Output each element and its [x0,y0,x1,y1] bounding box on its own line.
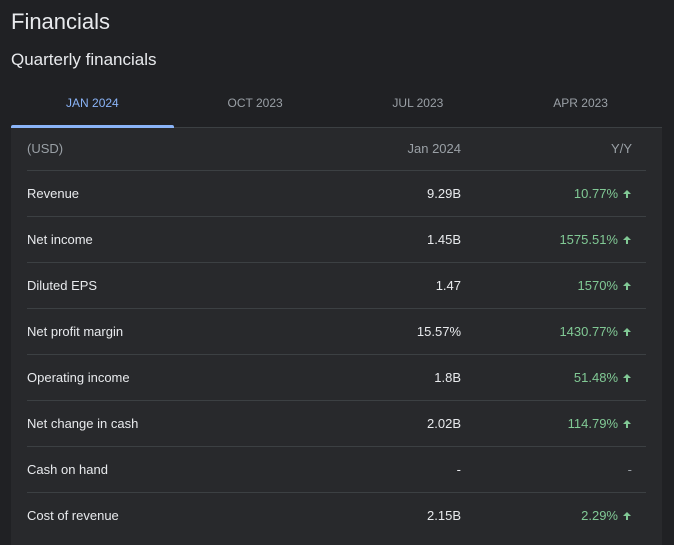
tab-jan-2024[interactable]: JAN 2024 [11,84,174,128]
table-row: Revenue 9.29B 10.77% [27,171,646,217]
row-label: Net change in cash [27,416,139,431]
arrow-up-icon [622,373,632,383]
table-row: Operating income 1.8B 51.48% [27,355,646,401]
arrow-up-icon [622,419,632,429]
table-row: Net income 1.45B 1575.51% [27,217,646,263]
column-header-yy: Y/Y [611,141,632,156]
row-label: Net profit margin [27,324,124,339]
row-value: 1.45B [427,232,461,247]
yy-change-text: 114.79% [567,416,618,431]
arrow-up-icon [622,281,632,291]
row-label: Cost of revenue [27,508,119,523]
yy-change-text: - [627,462,632,477]
column-header-period: Jan 2024 [407,141,462,156]
yy-change-text: 1570% [577,278,618,293]
section-subtitle: Quarterly financials [11,50,157,69]
row-yy-change: - [628,447,632,492]
arrow-up-icon [622,511,632,521]
arrow-up-icon [622,327,632,337]
yy-change-text: 2.29% [581,508,618,523]
row-value: - [456,462,461,477]
tab-apr-2023[interactable]: APR 2023 [553,96,608,110]
row-value: 1.47 [435,278,461,293]
table-row: Cost of revenue 2.15B 2.29% [27,493,646,538]
row-label: Net income [27,232,93,247]
row-yy-change: 114.79% [568,401,632,446]
table-row: Net change in cash 2.02B 114.79% [27,401,646,447]
arrow-up-icon [622,189,632,199]
row-yy-change: 51.48% [574,355,632,400]
row-label: Cash on hand [27,462,108,477]
table-row: Net profit margin 15.57% 1430.77% [27,309,646,355]
yy-change-text: 1430.77% [559,324,618,339]
row-label: Diluted EPS [27,278,98,293]
period-tabs: JAN 2024 OCT 2023 JUL 2023 APR 2023 [11,84,662,128]
row-label: Operating income [27,370,130,385]
yy-change-text: 10.77% [573,186,618,201]
column-header-currency: (USD) [27,141,64,156]
row-yy-change: 1430.77% [559,309,632,354]
row-value: 15.57% [416,324,461,339]
yy-change-text: 1575.51% [559,232,618,247]
tab-oct-2023[interactable]: OCT 2023 [227,96,283,110]
table-row: Cash on hand - - [27,447,646,493]
row-yy-change: 1575.51% [559,217,632,262]
row-label: Revenue [27,186,80,201]
table-row: Diluted EPS 1.47 1570% [27,263,646,309]
arrow-up-icon [622,235,632,245]
row-yy-change: 10.77% [574,171,632,216]
tab-jul-2023[interactable]: JUL 2023 [392,96,444,110]
page-title: Financials [11,9,111,34]
row-value: 9.29B [427,186,461,201]
financials-table: (USD) Jan 2024 Y/Y Revenue 9.29B 10.77% … [11,128,662,545]
row-yy-change: 1570% [578,263,632,308]
row-value: 1.8B [434,370,461,385]
table-header-row: (USD) Jan 2024 Y/Y [27,128,646,171]
yy-change-text: 51.48% [573,370,618,385]
row-yy-change: 2.29% [581,493,632,538]
row-value: 2.02B [427,416,461,431]
row-value: 2.15B [427,508,461,523]
